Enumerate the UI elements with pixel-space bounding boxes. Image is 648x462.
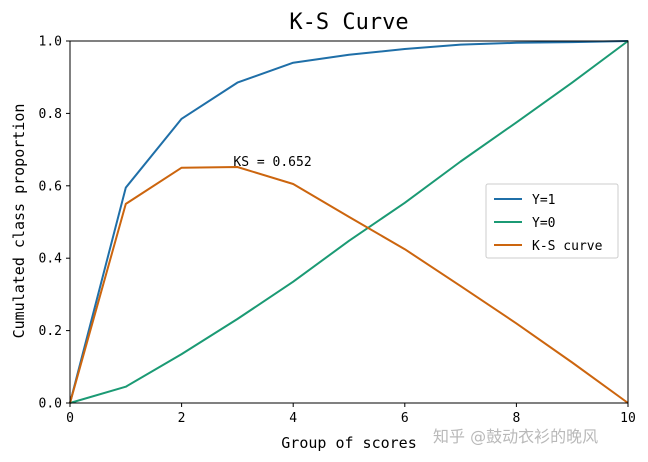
y-axis-label: Cumulated class proportion [10, 104, 28, 339]
legend-label-1: Y=0 [532, 216, 555, 231]
plot-frame [69, 40, 629, 404]
x-tick-label-4: 8 [512, 411, 520, 426]
ks-annotation: KS = 0.652 [233, 155, 311, 170]
legend-label-2: K-S curve [532, 239, 603, 254]
series-line-1 [69, 40, 629, 404]
x-tick-label-0: 0 [66, 411, 74, 426]
watermark: 知乎 @鼓动衣衫的晚风 [433, 427, 598, 446]
chart-title: K-S Curve [289, 10, 408, 35]
x-axis-label: Group of scores [281, 434, 416, 452]
y-tick-label-2: 0.4 [39, 252, 63, 267]
x-tick-label-3: 6 [401, 411, 409, 426]
y-tick-label-0: 0.0 [39, 397, 62, 412]
x-tick-label-2: 4 [289, 411, 297, 426]
plot-area: 0 2 4 6 8 10 0.0 0.2 0.4 0.6 0.8 1.0 KS = 0.652 Y=1 Y=… [39, 35, 636, 427]
y-tick-label-5: 1.0 [39, 35, 62, 50]
x-tick-label-1: 2 [178, 411, 186, 426]
legend-label-0: Y=1 [532, 193, 555, 208]
y-tick-label-4: 0.8 [39, 107, 62, 122]
y-tick-label-1: 0.2 [39, 324, 62, 339]
y-tick-label-3: 0.6 [39, 179, 62, 194]
x-tick-label-5: 10 [620, 411, 636, 426]
series-line-0 [69, 40, 629, 404]
legend-box [485, 183, 619, 259]
series-line-2 [69, 166, 629, 404]
